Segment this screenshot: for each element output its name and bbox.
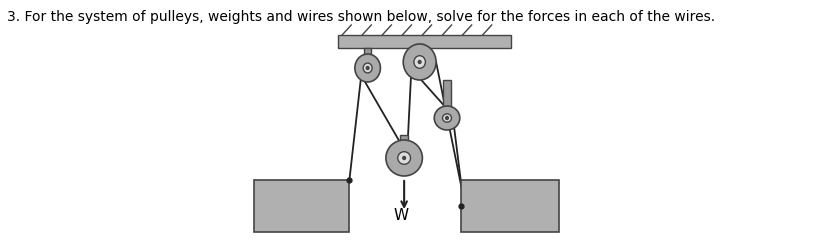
Text: 3. For the system of pulleys, weights and wires shown below, solve for the force: 3. For the system of pulleys, weights an… bbox=[7, 10, 715, 24]
Ellipse shape bbox=[397, 152, 410, 164]
Bar bbox=[337, 35, 510, 48]
Bar bbox=[460, 180, 558, 232]
Bar bbox=[364, 48, 370, 68]
Circle shape bbox=[418, 61, 420, 63]
Ellipse shape bbox=[433, 106, 459, 130]
Bar bbox=[399, 135, 408, 158]
Bar bbox=[442, 80, 450, 118]
Circle shape bbox=[402, 157, 405, 159]
Bar bbox=[253, 180, 349, 232]
Ellipse shape bbox=[355, 54, 380, 82]
Text: W: W bbox=[393, 208, 408, 223]
Ellipse shape bbox=[403, 44, 436, 80]
Circle shape bbox=[445, 117, 448, 120]
Bar bbox=[414, 44, 423, 62]
Circle shape bbox=[366, 66, 369, 70]
Ellipse shape bbox=[385, 140, 422, 176]
Ellipse shape bbox=[442, 114, 451, 122]
Ellipse shape bbox=[363, 63, 371, 73]
Ellipse shape bbox=[414, 56, 425, 68]
